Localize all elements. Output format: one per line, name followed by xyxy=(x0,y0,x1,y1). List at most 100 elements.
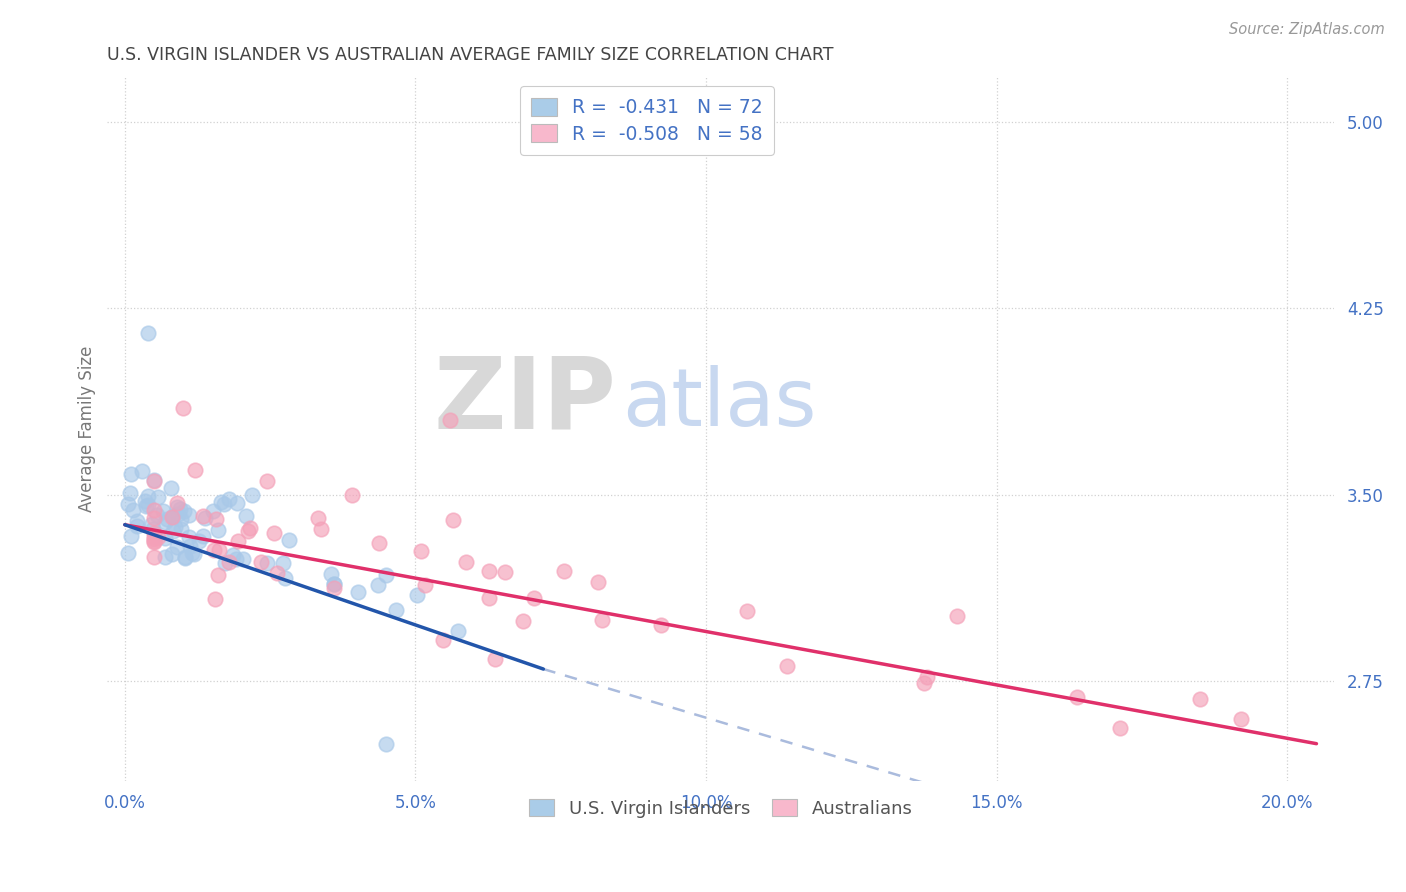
Point xyxy=(411,543,433,558)
Point xyxy=(1066,690,1088,704)
Point xyxy=(173,503,195,517)
Text: U.S. VIRGIN ISLANDER VS AUSTRALIAN AVERAGE FAMILY SIZE CORRELATION CHART: U.S. VIRGIN ISLANDER VS AUSTRALIAN AVERA… xyxy=(107,46,834,64)
Point xyxy=(135,500,157,514)
Point xyxy=(367,536,389,550)
Point xyxy=(278,533,301,547)
Point xyxy=(162,509,184,524)
Point xyxy=(494,565,516,579)
Point xyxy=(553,564,575,578)
Point xyxy=(375,737,398,751)
Point xyxy=(523,591,546,605)
Point xyxy=(160,481,183,495)
Point xyxy=(152,504,174,518)
Point xyxy=(214,556,236,570)
Point xyxy=(307,511,329,525)
Point xyxy=(375,567,398,582)
Point xyxy=(367,578,389,592)
Point xyxy=(125,514,148,528)
Point xyxy=(946,609,969,624)
Point xyxy=(322,581,344,595)
Point xyxy=(118,486,141,500)
Point xyxy=(207,523,229,537)
Point xyxy=(385,603,408,617)
Point xyxy=(242,488,264,502)
Point xyxy=(142,530,165,544)
Point xyxy=(136,498,159,512)
Y-axis label: Average Family Size: Average Family Size xyxy=(79,346,96,512)
Point xyxy=(347,585,370,599)
Point xyxy=(169,512,191,526)
Point xyxy=(142,503,165,517)
Point xyxy=(439,413,461,427)
Point xyxy=(131,463,153,477)
Point xyxy=(143,473,166,487)
Point xyxy=(735,604,758,618)
Point xyxy=(142,533,165,548)
Point xyxy=(591,613,613,627)
Point xyxy=(165,520,187,534)
Point xyxy=(915,671,938,685)
Point xyxy=(413,578,436,592)
Point xyxy=(174,550,197,565)
Point xyxy=(323,576,346,591)
Point xyxy=(432,633,454,648)
Point xyxy=(236,524,259,538)
Point xyxy=(181,545,204,559)
Point xyxy=(120,467,142,481)
Point xyxy=(179,539,201,553)
Point xyxy=(179,530,201,544)
Point xyxy=(775,659,797,673)
Point xyxy=(225,552,247,566)
Point xyxy=(586,575,609,590)
Point xyxy=(136,326,159,340)
Point xyxy=(250,555,273,569)
Point xyxy=(201,504,224,518)
Point xyxy=(172,401,194,415)
Point xyxy=(204,592,226,607)
Point xyxy=(142,535,165,549)
Point xyxy=(484,651,506,665)
Point xyxy=(169,502,191,516)
Point xyxy=(1109,721,1132,735)
Point xyxy=(127,519,149,533)
Point xyxy=(120,529,142,543)
Point xyxy=(134,493,156,508)
Point xyxy=(342,488,364,502)
Point xyxy=(204,512,226,526)
Point xyxy=(179,508,201,523)
Point xyxy=(256,556,278,570)
Point xyxy=(142,549,165,564)
Point xyxy=(446,624,468,638)
Point xyxy=(117,497,139,511)
Point xyxy=(183,547,205,561)
Point xyxy=(256,474,278,488)
Point xyxy=(650,618,672,632)
Point xyxy=(162,510,184,524)
Point xyxy=(122,502,145,516)
Point xyxy=(456,555,478,569)
Point xyxy=(226,533,249,548)
Point xyxy=(153,531,176,545)
Point xyxy=(156,512,179,526)
Point xyxy=(167,507,190,521)
Point xyxy=(153,549,176,564)
Point xyxy=(273,556,295,570)
Point xyxy=(478,591,501,605)
Point xyxy=(174,550,197,565)
Point xyxy=(321,567,343,582)
Text: ZIP: ZIP xyxy=(433,352,616,450)
Point xyxy=(266,566,288,580)
Point xyxy=(166,500,188,514)
Point xyxy=(204,543,226,558)
Point xyxy=(166,495,188,509)
Point xyxy=(208,542,231,557)
Point xyxy=(183,463,205,477)
Text: Source: ZipAtlas.com: Source: ZipAtlas.com xyxy=(1229,22,1385,37)
Point xyxy=(225,496,247,510)
Point xyxy=(142,475,165,489)
Point xyxy=(232,552,254,566)
Point xyxy=(191,529,214,543)
Point xyxy=(117,545,139,559)
Point xyxy=(221,548,243,562)
Point xyxy=(212,497,235,511)
